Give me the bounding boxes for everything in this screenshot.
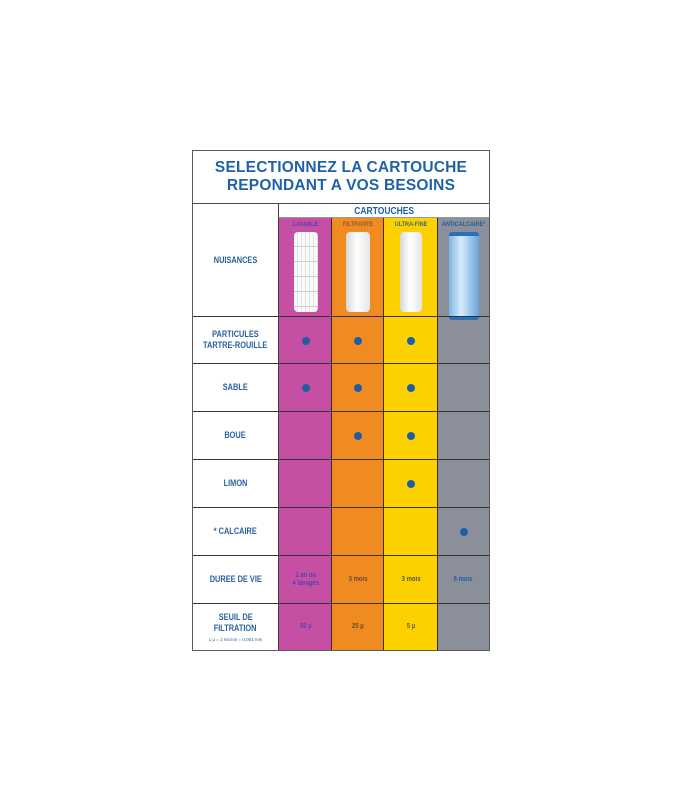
row-label-seuil: SEUIL DE FILTRATION 1 µ = 1 micron = 0,0…: [193, 604, 279, 650]
divider: [193, 555, 489, 556]
divider: [383, 218, 384, 650]
duree-value: 6 mois: [454, 575, 473, 583]
divider: [279, 217, 489, 218]
divider: [193, 363, 489, 364]
row-label-sable: SABLE: [193, 364, 279, 411]
seuil-lavable: 50 µ: [279, 604, 332, 650]
suitability-cell: [332, 412, 384, 459]
column-title-filtrante: FILTRANTE: [342, 221, 374, 228]
cartridge-image-lavable: [293, 232, 318, 312]
suitability-cell: [384, 317, 438, 364]
divider: [193, 411, 489, 412]
column-anticalcaire: ANTICALCAIRE*: [438, 218, 489, 650]
seuil-value: 5 µ: [406, 623, 416, 630]
seuil-ultra-fine: 5 µ: [384, 604, 438, 650]
cartouches-label: CARTOUCHES: [354, 205, 414, 217]
divider: [331, 218, 332, 650]
duree-value: 3 mois: [401, 575, 421, 583]
dot-marker-icon: [301, 383, 310, 392]
duree-anticalcaire: 6 mois: [438, 556, 489, 603]
suitability-cell: [279, 317, 332, 364]
row-label-line: SEUIL DE: [218, 612, 253, 622]
seuil-anticalcaire: [438, 604, 489, 650]
dot-marker-icon: [407, 431, 415, 440]
column-filtrante: FILTRANTE: [332, 218, 384, 650]
dot-marker-icon: [407, 336, 415, 345]
suitability-cell: [332, 317, 384, 364]
duree-value: 3 mois: [348, 575, 368, 583]
seuil-value: 25 µ: [352, 623, 364, 630]
row-label-limon: LIMON: [193, 460, 279, 507]
cartridge-image-ultra-fine: [400, 232, 422, 312]
seuil-value: 50 µ: [299, 623, 312, 630]
title-line-2: REPONDANT A VOS BESOINS: [226, 177, 456, 194]
duree-lavable: 1 an ou 4 lavages: [279, 556, 332, 603]
dot-marker-icon: [354, 336, 362, 345]
dot-marker-icon: [407, 383, 415, 392]
duree-filtrante: 3 mois: [332, 556, 384, 603]
row-label-line: BOUE: [224, 430, 247, 440]
cartridge-image-anticalcaire: [448, 232, 479, 320]
row-label-line: FILTRATION: [214, 623, 257, 633]
chart-title: SELECTIONNEZ LA CARTOUCHE REPONDANT A VO…: [193, 151, 489, 204]
suitability-cell: [438, 508, 489, 555]
nuisances-label: NUISANCES: [213, 254, 258, 265]
row-label-line: PARTICULES: [212, 329, 259, 339]
suitability-cell: [332, 364, 384, 411]
duree-ultra-fine: 3 mois: [384, 556, 438, 603]
seuil-filtrante: 25 µ: [332, 604, 384, 650]
divider: [437, 218, 438, 650]
divider: [193, 459, 489, 460]
column-title-lavable: LAVABLE: [292, 221, 319, 228]
row-label-boue: BOUE: [193, 412, 279, 459]
column-title-anticalcaire: ANTICALCAIRE*: [441, 221, 486, 228]
suitability-cell: [384, 460, 438, 507]
row-label-line: SABLE: [222, 382, 249, 392]
cartridge-image-filtrante: [346, 232, 370, 312]
dot-marker-icon: [354, 383, 362, 392]
row-label-duree: DUREE DE VIE: [193, 556, 279, 603]
row-label-particules: PARTICULES TARTRE-ROUILLE: [193, 317, 279, 363]
cartouches-header: CARTOUCHES: [279, 204, 489, 218]
row-label-line: LIMON: [223, 478, 248, 488]
cartridge-selection-chart: SELECTIONNEZ LA CARTOUCHE REPONDANT A VO…: [192, 150, 490, 651]
title-line-1: SELECTIONNEZ LA CARTOUCHE: [214, 159, 468, 176]
suitability-cell: [384, 364, 438, 411]
column-lavable: LAVABLE: [279, 218, 332, 650]
nuisances-header-cell: NUISANCES: [193, 204, 279, 316]
duree-value: 1 an ou 4 lavages: [292, 571, 319, 587]
dot-marker-icon: [301, 336, 310, 345]
row-label-line: * CALCAIRE: [213, 526, 258, 536]
dot-marker-icon: [407, 479, 415, 488]
row-label-line: DUREE DE VIE: [209, 574, 262, 584]
dot-marker-icon: [459, 527, 468, 536]
column-title-ultra-fine: ULTRA-FINE: [394, 221, 428, 228]
divider: [193, 603, 489, 604]
row-label-line: TARTRE-ROUILLE: [203, 340, 268, 350]
divider: [193, 507, 489, 508]
dot-marker-icon: [354, 431, 362, 440]
row-label-calcaire: * CALCAIRE: [193, 508, 279, 555]
suitability-cell: [279, 364, 332, 411]
micron-note: 1 µ = 1 micron = 0,001 mm: [208, 637, 263, 642]
suitability-cell: [384, 412, 438, 459]
divider: [193, 316, 489, 317]
